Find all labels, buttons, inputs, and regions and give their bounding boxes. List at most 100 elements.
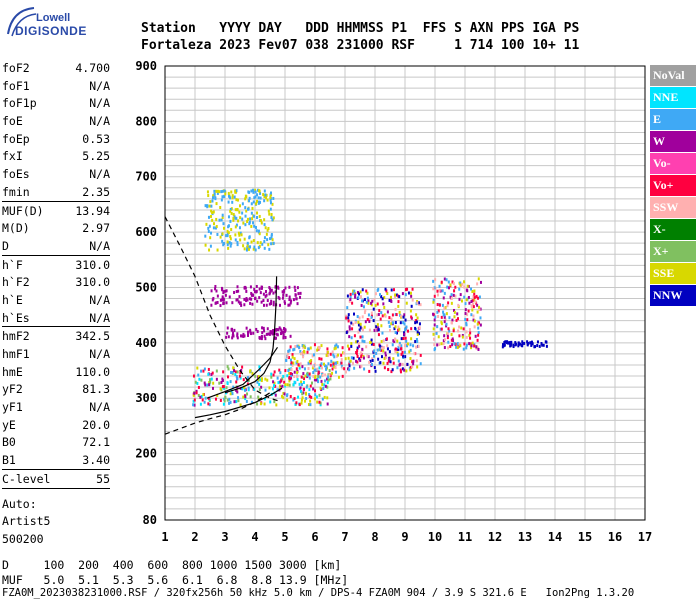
data-point <box>278 380 281 384</box>
data-point <box>411 287 414 291</box>
param-value: 55 <box>96 471 110 486</box>
data-point <box>459 283 462 287</box>
data-point <box>293 370 296 374</box>
data-point <box>457 329 460 333</box>
data-point <box>297 363 300 367</box>
data-point <box>244 285 247 289</box>
data-point <box>455 318 458 322</box>
data-point <box>229 196 232 200</box>
data-point <box>244 223 247 227</box>
data-point <box>257 229 260 233</box>
data-point <box>307 403 310 407</box>
data-point <box>243 334 246 338</box>
data-point <box>229 380 232 384</box>
data-point <box>504 340 507 344</box>
data-point <box>291 363 294 367</box>
data-point <box>477 296 480 300</box>
data-point <box>301 365 304 369</box>
data-point <box>220 218 223 222</box>
data-point <box>290 374 293 378</box>
data-point <box>226 381 229 385</box>
legend-item: E <box>650 109 696 130</box>
data-point <box>392 339 395 343</box>
data-point <box>256 188 259 192</box>
data-point <box>523 341 526 345</box>
data-point <box>400 344 403 348</box>
data-point <box>350 344 353 348</box>
data-point <box>461 335 464 339</box>
data-point <box>203 381 206 385</box>
data-point <box>403 332 406 336</box>
data-point <box>221 213 224 217</box>
data-point <box>254 188 257 192</box>
data-point <box>372 319 375 323</box>
data-point <box>303 377 306 381</box>
data-point <box>296 302 299 306</box>
data-point <box>259 200 262 204</box>
data-point <box>334 361 337 365</box>
data-point <box>295 367 298 371</box>
x-tick-label: 7 <box>341 530 348 544</box>
data-point <box>436 289 439 293</box>
data-point <box>333 365 336 369</box>
data-point <box>283 301 286 305</box>
data-point <box>244 214 247 218</box>
data-point <box>254 248 257 252</box>
data-point <box>270 216 273 220</box>
data-point <box>283 392 286 396</box>
data-point <box>332 362 335 366</box>
data-point <box>268 291 271 295</box>
data-point <box>282 336 285 340</box>
data-point <box>459 344 462 348</box>
data-point <box>399 370 402 374</box>
data-point <box>288 303 291 307</box>
data-point <box>317 374 320 378</box>
data-point <box>470 300 473 304</box>
data-point <box>233 328 236 332</box>
data-point <box>293 347 296 351</box>
data-point <box>312 371 315 375</box>
data-point <box>281 377 284 381</box>
data-point <box>299 295 302 299</box>
data-point <box>325 367 328 371</box>
data-point <box>453 310 456 314</box>
data-point <box>252 190 255 194</box>
param-value: 4.700 <box>75 61 110 75</box>
data-point <box>258 287 261 291</box>
data-point <box>444 318 447 322</box>
data-point <box>235 298 238 302</box>
data-point <box>416 320 419 324</box>
data-point <box>250 297 253 301</box>
data-point <box>321 373 324 377</box>
data-point <box>297 395 300 399</box>
legend-item: SSW <box>650 197 696 218</box>
param-group-1: foF2 4.700 foF1 N/A foF1p N/A foE N/A foEp 0.53 fx… <box>2 59 110 201</box>
data-point <box>413 351 416 355</box>
data-point <box>299 362 302 366</box>
data-point <box>394 325 397 329</box>
data-point <box>235 198 238 202</box>
data-point <box>262 326 265 330</box>
data-point <box>473 319 476 323</box>
data-point <box>381 331 384 335</box>
data-point <box>364 320 367 324</box>
divider <box>2 254 110 256</box>
data-point <box>365 345 368 349</box>
data-point <box>264 226 267 230</box>
data-point <box>437 309 440 313</box>
data-point <box>412 362 415 366</box>
data-point <box>255 289 258 293</box>
data-point <box>332 353 335 357</box>
data-point <box>268 247 271 251</box>
data-point <box>202 369 205 373</box>
data-point <box>259 241 262 245</box>
data-point <box>218 381 221 385</box>
data-point <box>286 398 289 402</box>
data-point <box>229 392 232 396</box>
data-point <box>317 372 320 376</box>
data-point <box>403 322 406 326</box>
data-point <box>410 304 413 308</box>
profile-curve <box>194 387 283 419</box>
data-point <box>390 317 393 321</box>
data-point <box>208 204 211 208</box>
